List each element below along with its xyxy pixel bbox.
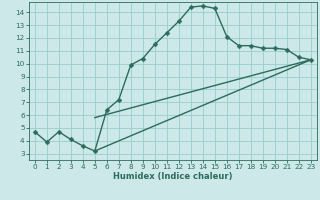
X-axis label: Humidex (Indice chaleur): Humidex (Indice chaleur) [113,172,233,181]
